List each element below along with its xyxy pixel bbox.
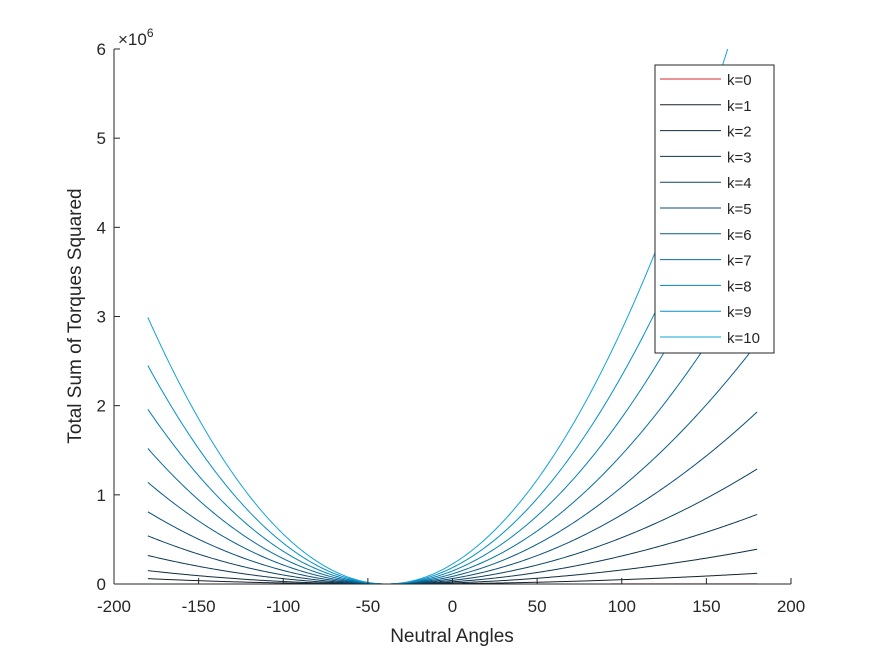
y-tick-label: 0 xyxy=(97,575,106,594)
legend-label: k=0 xyxy=(727,72,752,89)
legend-label: k=1 xyxy=(727,98,752,115)
y-tick-label: 3 xyxy=(97,308,106,327)
x-tick-label: 0 xyxy=(448,597,457,616)
legend-label: k=2 xyxy=(727,124,752,141)
series-line-k-8 xyxy=(147,170,758,584)
x-tick-label: 150 xyxy=(692,597,720,616)
y-axis-title: Total Sum of Torques Squared xyxy=(65,188,86,443)
legend-label: k=10 xyxy=(727,330,760,347)
x-tick-label: 100 xyxy=(608,597,636,616)
x-tick-label: -100 xyxy=(266,597,300,616)
legend-box xyxy=(654,64,775,354)
legend: k=0 k=1 k=2 k=3 k=4 k=5 k=6 k=7 k=8 k=9 k=10 xyxy=(654,64,775,354)
y-tick-label: 4 xyxy=(97,218,106,237)
x-tick-label: 50 xyxy=(528,597,547,616)
legend-label: k=7 xyxy=(727,253,752,270)
legend-label: k=4 xyxy=(727,175,752,192)
legend-label: k=9 xyxy=(727,304,752,321)
legend-label: k=5 xyxy=(727,201,752,218)
x-tick-label: -50 xyxy=(356,597,381,616)
y-tick-label: 5 xyxy=(97,129,106,148)
y-tick-label: 1 xyxy=(97,486,106,505)
series-line-k-6 xyxy=(147,342,758,584)
legend-label: k=6 xyxy=(727,227,752,244)
x-tick-label: -200 xyxy=(97,597,131,616)
x-tick-label: -150 xyxy=(182,597,216,616)
y-tick-label: 6 xyxy=(97,40,106,59)
x-axis-ticks: -200 -150 -100 -50 0 50 100 150 200 xyxy=(97,578,805,616)
x-tick-label: 200 xyxy=(777,597,805,616)
legend-label: k=8 xyxy=(727,278,752,295)
y-axis-ticks: 0 1 2 3 4 5 6 xyxy=(97,40,120,594)
y-exponent-label: ×106 xyxy=(118,26,154,49)
legend-label: k=3 xyxy=(727,149,752,166)
x-axis-title: Neutral Angles xyxy=(390,626,514,647)
series-line-k-7 xyxy=(147,262,758,584)
y-tick-label: 2 xyxy=(97,397,106,416)
legend-items: k=0 k=1 k=2 k=3 k=4 k=5 k=6 k=7 k=8 k=9 k=10 xyxy=(660,72,760,347)
